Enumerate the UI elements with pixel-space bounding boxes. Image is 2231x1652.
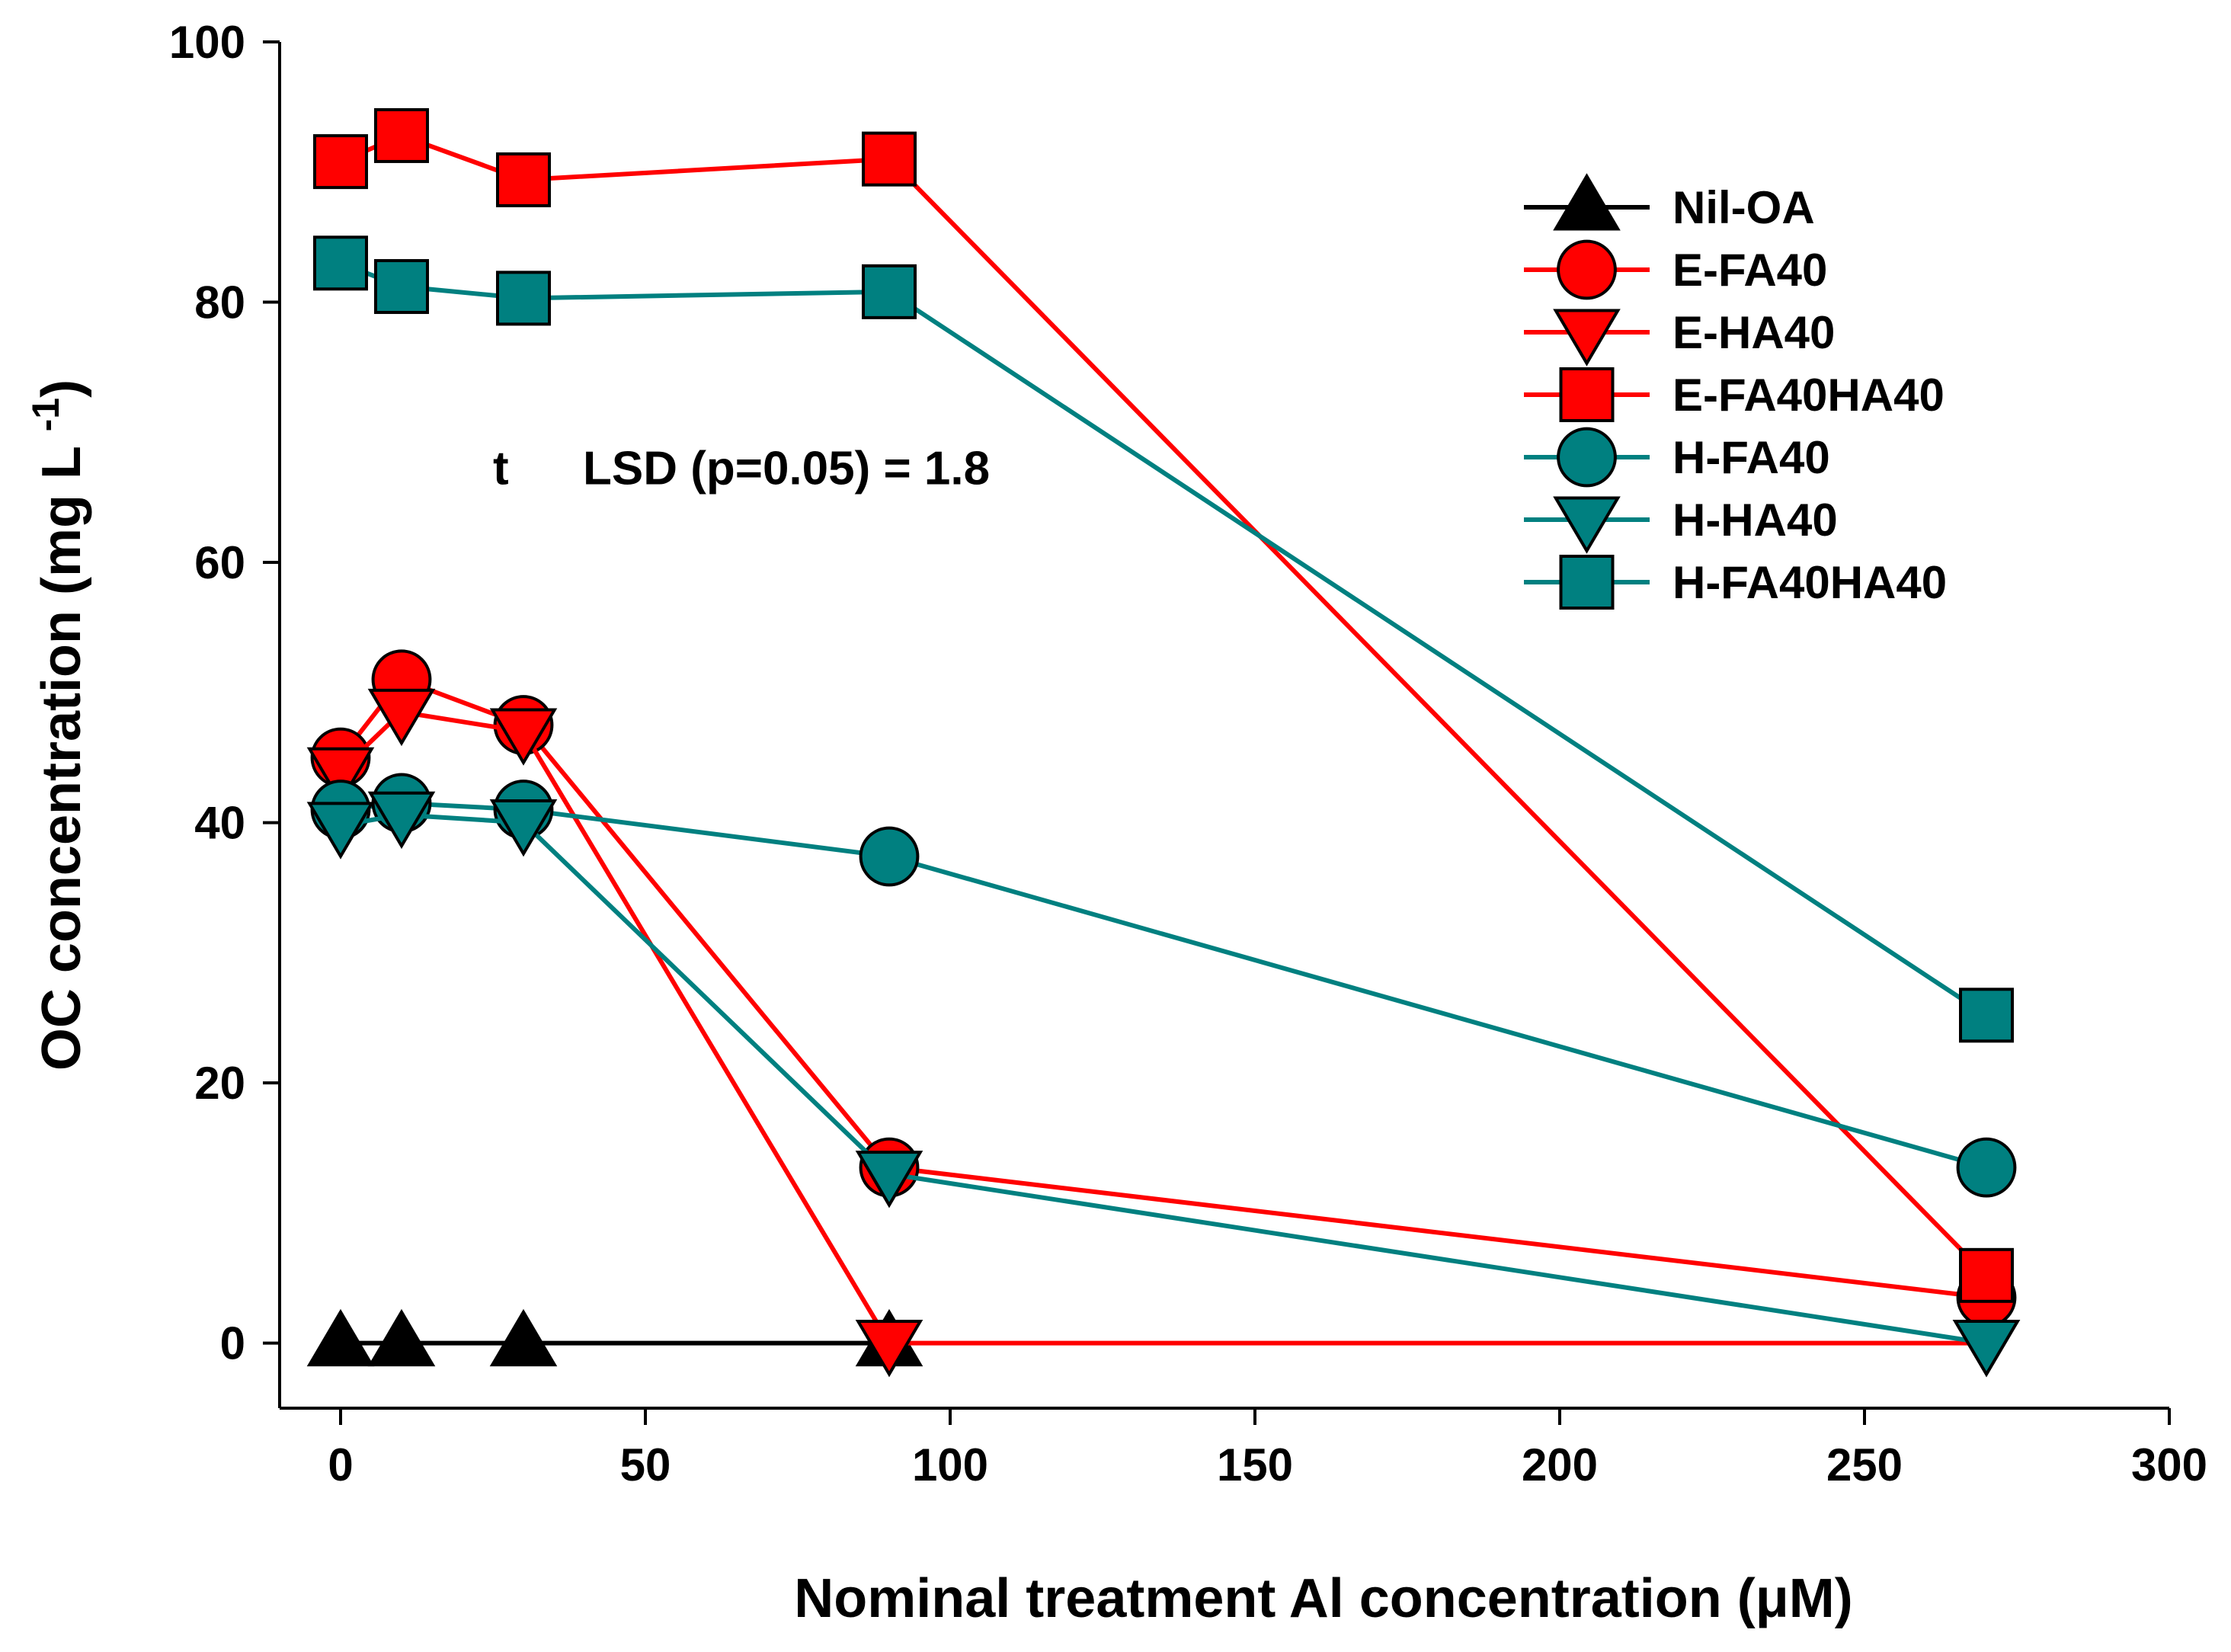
y-tick-label: 60	[194, 537, 245, 588]
legend-label: E-FA40HA40	[1672, 370, 1945, 421]
data-point-h-fa40ha40	[862, 264, 917, 319]
legend-item-nil-oa: Nil-OA	[1524, 173, 1815, 233]
legend-item-e-fa40ha40: E-FA40HA40	[1524, 367, 1945, 422]
y-tick-label: 20	[194, 1058, 245, 1109]
legend-item-h-fa40: H-FA40	[1524, 427, 1830, 488]
legend-marker	[1553, 173, 1621, 231]
data-point-nil-oa	[367, 1308, 436, 1367]
series-h-fa40ha40	[313, 235, 2014, 1043]
series-line-h-ha40	[340, 812, 1987, 1346]
legend-item-h-fa40ha40: H-FA40HA40	[1524, 555, 1947, 610]
data-point-h-fa40ha40	[374, 259, 429, 315]
lsd-annotation: t LSD (p=0.05) = 1.8	[493, 443, 990, 495]
y-axis-title: OC concentration (mg L -1)	[24, 379, 92, 1071]
x-tick-label: 0	[328, 1439, 353, 1490]
legend: Nil-OA E-FA40 E-HA40 E-FA40HA40 H-FA40 H-HA40…	[1524, 173, 1947, 610]
data-point-h-fa40ha40	[496, 271, 551, 326]
legend-label: H-FA40	[1672, 432, 1830, 483]
legend-item-e-ha40: E-HA40	[1524, 307, 1835, 367]
x-tick-label: 300	[2131, 1439, 2207, 1490]
y-tick-label: 100	[169, 17, 245, 68]
y-tick-label: 0	[220, 1318, 245, 1369]
x-tick-label: 150	[1217, 1439, 1293, 1490]
legend-item-h-ha40: H-HA40	[1524, 495, 1838, 554]
axes: 0 50 100 150 200 250 300 0 20 40 60 80 100 Nominal tr…	[24, 17, 2207, 1629]
data-point-e-fa40ha40	[374, 107, 429, 163]
data-point-h-ha40	[855, 1151, 923, 1209]
data-point-e-fa40ha40	[1959, 1247, 2014, 1303]
data-point-h-ha40	[489, 799, 558, 857]
legend-label: E-HA40	[1672, 307, 1835, 358]
data-point-h-ha40	[1952, 1320, 2021, 1378]
legend-marker	[1557, 427, 1617, 488]
data-point-e-ha40	[855, 1320, 923, 1378]
x-tick-label: 200	[1522, 1439, 1598, 1490]
series-h-fa40	[310, 773, 2017, 1198]
legend-marker	[1559, 367, 1615, 422]
data-point-e-fa40ha40	[862, 131, 917, 187]
data-point-e-fa40ha40	[313, 134, 368, 190]
series-layer	[306, 107, 2021, 1378]
x-tick-label: 100	[912, 1439, 988, 1490]
y-tick-label: 80	[194, 277, 245, 328]
data-point-h-ha40	[306, 802, 375, 860]
legend-label: E-FA40	[1672, 245, 1827, 296]
x-tick-label: 250	[1826, 1439, 1903, 1490]
data-point-h-fa40ha40	[313, 235, 368, 291]
legend-label: Nil-OA	[1672, 182, 1815, 233]
legend-item-e-fa40: E-FA40	[1524, 239, 1827, 300]
legend-marker	[1553, 496, 1621, 554]
series-e-fa40	[310, 649, 2017, 1328]
data-point-e-ha40	[367, 688, 436, 747]
data-point-nil-oa	[306, 1308, 375, 1367]
legend-marker	[1553, 309, 1621, 367]
x-tick-label: 50	[620, 1439, 671, 1490]
legend-label: H-HA40	[1672, 495, 1838, 546]
legend-marker	[1559, 555, 1615, 610]
data-point-h-fa40	[859, 826, 920, 887]
legend-label: H-FA40HA40	[1672, 557, 1947, 608]
data-point-e-fa40ha40	[496, 152, 551, 208]
data-point-h-fa40	[1956, 1137, 2017, 1198]
legend-marker	[1557, 239, 1617, 300]
series-line-e-fa40	[338, 677, 1987, 1300]
series-nil-oa	[306, 1308, 923, 1367]
data-point-e-ha40	[306, 747, 375, 805]
y-tick-label: 40	[194, 798, 245, 849]
series-h-ha40	[306, 791, 2021, 1378]
series-line-e-ha40	[338, 709, 1986, 1346]
data-point-e-ha40	[489, 708, 558, 766]
x-axis-title: Nominal treatment Al concentration (μM)	[794, 1568, 1852, 1629]
series-line-h-fa40	[340, 800, 1987, 1170]
data-point-h-ha40	[367, 791, 436, 850]
lsd-label: LSD (p=0.05) = 1.8	[583, 443, 990, 495]
data-point-h-fa40ha40	[1959, 988, 2014, 1043]
data-point-nil-oa	[489, 1308, 558, 1367]
lsd-marker: t	[493, 443, 509, 495]
